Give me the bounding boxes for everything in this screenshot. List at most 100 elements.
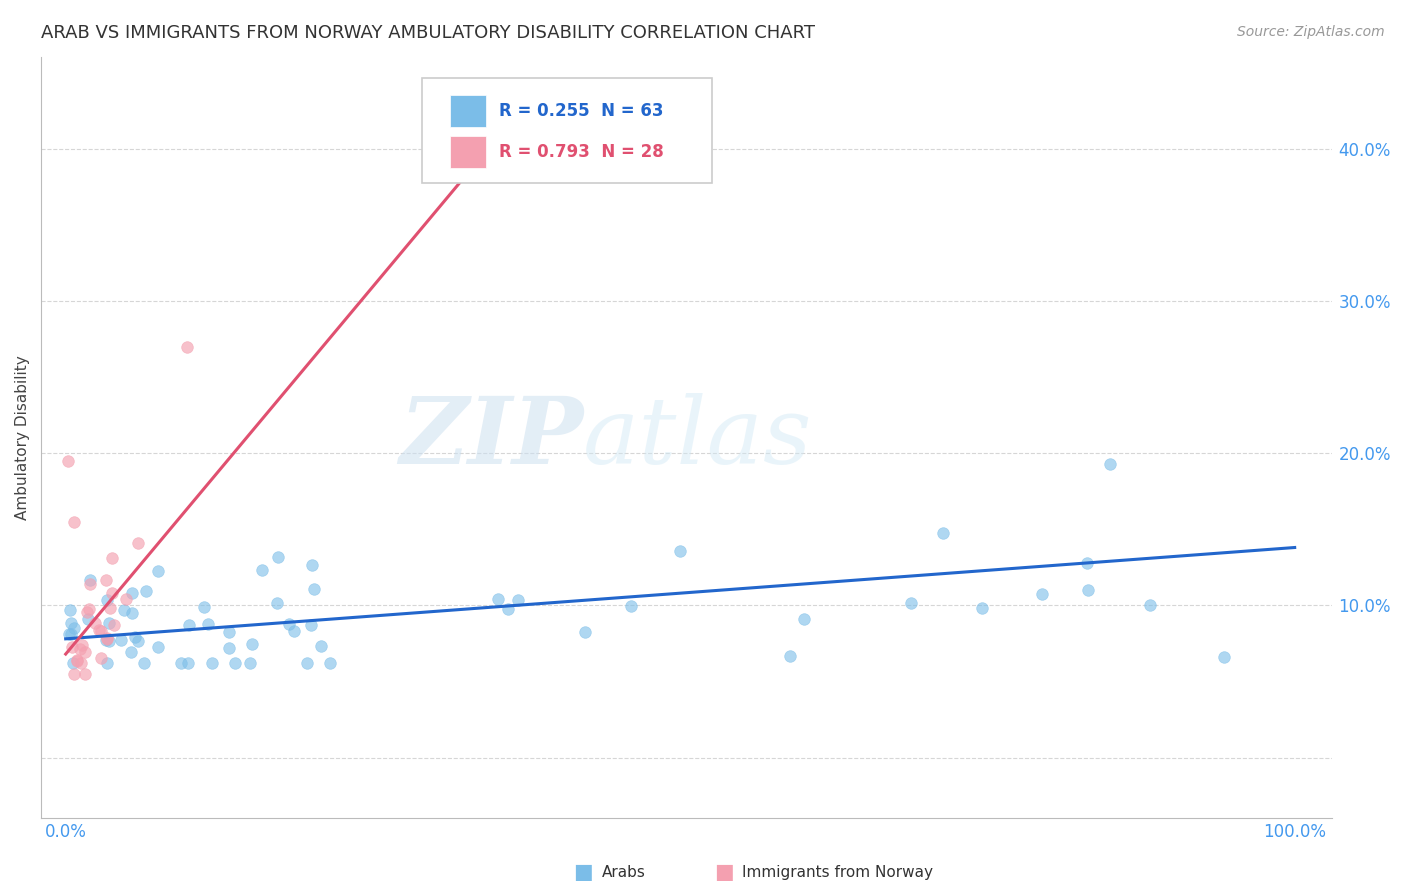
Bar [450, 136, 486, 168]
Point [240, 637, 263, 651]
Point [121, 585, 143, 599]
Point [486, 591, 509, 606]
Point [146, 640, 169, 655]
Text: ZIP: ZIP [399, 392, 583, 483]
Point [224, 656, 246, 670]
Point [75, 666, 97, 681]
Point [124, 630, 146, 644]
Point [84, 615, 107, 630]
Point [96, 632, 118, 647]
Point [218, 641, 240, 656]
Point [98, 633, 121, 648]
Point [59, 616, 82, 631]
Point [62, 515, 84, 529]
Point [101, 585, 124, 599]
Point [218, 624, 240, 639]
Point [75, 645, 97, 659]
Point [506, 593, 529, 607]
Point [250, 563, 273, 577]
Point [267, 550, 290, 565]
Point [1213, 649, 1236, 664]
Point [90, 624, 112, 638]
Point [59, 626, 82, 640]
Point [103, 618, 125, 632]
Point [96, 656, 118, 670]
Point [63, 666, 86, 681]
Point [177, 656, 200, 670]
Text: ■: ■ [574, 863, 593, 882]
Point [193, 600, 215, 615]
Point [127, 634, 149, 648]
Point [110, 632, 132, 647]
Point [177, 618, 200, 632]
Point [620, 599, 643, 613]
Point [574, 624, 596, 639]
Point [58, 627, 80, 641]
Point [148, 564, 170, 578]
Point [301, 558, 323, 572]
Point [98, 601, 121, 615]
Point [197, 616, 219, 631]
Point [96, 632, 118, 647]
Bar [450, 95, 486, 128]
Point [496, 601, 519, 615]
Text: ARAB VS IMMIGRANTS FROM NORWAY AMBULATORY DISABILITY CORRELATION CHART: ARAB VS IMMIGRANTS FROM NORWAY AMBULATOR… [41, 24, 815, 42]
Point [201, 656, 224, 670]
Point [932, 525, 955, 540]
Point [134, 656, 156, 670]
Point [76, 605, 98, 619]
Point [1076, 557, 1098, 571]
Point [69, 642, 91, 657]
Point [295, 656, 318, 670]
Point [304, 582, 326, 596]
Point [90, 651, 112, 665]
Text: Arabs: Arabs [602, 865, 645, 880]
Point [59, 603, 82, 617]
Text: Source: ZipAtlas.com: Source: ZipAtlas.com [1237, 25, 1385, 39]
Point [60, 640, 83, 654]
Point [66, 654, 89, 668]
Point [77, 612, 100, 626]
Point [63, 621, 86, 635]
Point [1139, 598, 1161, 612]
Point [121, 607, 143, 621]
Text: atlas: atlas [583, 392, 813, 483]
Point [96, 593, 118, 607]
Point [56, 454, 79, 468]
Point [970, 600, 993, 615]
Point [96, 574, 118, 588]
Point [72, 638, 94, 652]
Point [900, 596, 922, 610]
Y-axis label: Ambulatory Disability: Ambulatory Disability [15, 356, 30, 520]
Point [62, 656, 84, 670]
Point [793, 612, 815, 626]
Point [301, 618, 323, 632]
Point [101, 551, 124, 566]
Point [1099, 457, 1122, 471]
Point [135, 584, 157, 599]
Text: Immigrants from Norway: Immigrants from Norway [742, 865, 934, 880]
Point [1077, 582, 1099, 597]
Point [120, 645, 142, 659]
Point [79, 574, 101, 588]
Text: R = 0.255  N = 63: R = 0.255 N = 63 [499, 103, 664, 120]
Point [127, 536, 149, 550]
Point [278, 616, 301, 631]
Point [1031, 587, 1053, 601]
Point [239, 656, 262, 670]
Point [319, 656, 342, 670]
Point [114, 591, 136, 606]
FancyBboxPatch shape [422, 78, 713, 183]
Point [96, 631, 118, 645]
Point [70, 656, 93, 670]
Point [170, 656, 193, 670]
Point [309, 639, 332, 653]
Text: ■: ■ [714, 863, 734, 882]
Point [79, 577, 101, 591]
Point [112, 603, 135, 617]
Point [79, 601, 101, 615]
Point [97, 616, 120, 631]
Point [87, 623, 110, 637]
Point [65, 653, 87, 667]
Point [283, 624, 305, 638]
